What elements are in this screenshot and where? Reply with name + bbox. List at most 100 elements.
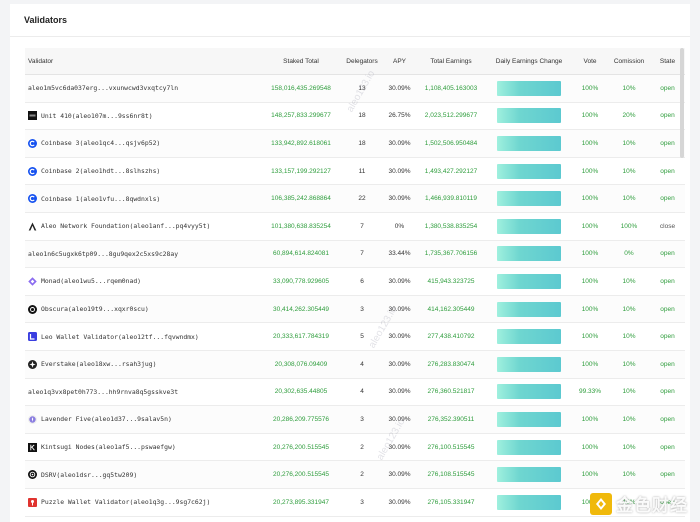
table-row[interactable]: Lavender Five(aleo1d37...9salav5n) 20,28… <box>25 406 685 434</box>
staked-total: 60,894,614.824081 <box>272 250 330 258</box>
table-row[interactable]: Coinbase 2(aleo1hdt...8slhszhs) 133,157,… <box>25 158 685 186</box>
commission-value: 10% <box>622 360 636 368</box>
apy-value: 30.09% <box>388 333 411 341</box>
table-row[interactable]: Leo Wallet Validator(aleo12tf...fqvwndmx… <box>25 323 685 351</box>
validator-cell[interactable]: Obscura(aleo19t9...xqxr0scu) <box>25 304 261 314</box>
col-vote[interactable]: Vote <box>583 57 597 65</box>
validator-cell[interactable]: DSRV(aleo1dsr...gq5tw209) <box>25 470 261 480</box>
daily-earnings-bar <box>497 135 561 151</box>
staked-total: 20,333,617.784319 <box>272 333 330 341</box>
validator-name[interactable]: Puzzle Wallet Validator(aleo1q3g...9sg7c… <box>41 498 211 507</box>
col-daily-earnings-change: Daily Earnings Change <box>495 57 563 65</box>
delegators-count: 5 <box>360 333 364 341</box>
validator-name[interactable]: Everstake(aleo18xw...rsah3jug) <box>41 360 157 369</box>
table-row[interactable]: Kintsugi Nodes(aleo1af5...pswaefgw) 20,2… <box>25 434 685 462</box>
table-row[interactable]: Monad(aleo1wu5...rqem0nad) 33,090,778.92… <box>25 268 685 296</box>
validator-cell[interactable]: Aleo Network Foundation(aleo1anf...pq4vy… <box>25 222 261 231</box>
state-value: open <box>660 471 675 479</box>
col-commission[interactable]: Comission <box>613 57 645 65</box>
commission-value: 10% <box>622 305 636 313</box>
validator-cell[interactable]: Puzzle Wallet Validator(aleo1q3g...9sg7c… <box>25 497 261 507</box>
col-validator[interactable]: Validator <box>28 57 54 65</box>
table-row[interactable]: aleo1n6c5ugxk6tp09...8gu9qex2c5xs9c28ay … <box>25 240 685 269</box>
delegators-count: 4 <box>360 360 364 368</box>
delegators-count: 18 <box>358 112 366 120</box>
validator-cell[interactable]: Leo Wallet Validator(aleo12tf...fqvwndmx… <box>25 332 261 342</box>
table-row[interactable]: aleo1q3vx8pet0h773...hh9rnva8q5gsskve3t … <box>25 379 685 407</box>
validator-cell[interactable]: Coinbase 2(aleo1hdt...8slhszhs) <box>25 166 261 176</box>
total-earnings: 276,360.521817 <box>427 388 475 396</box>
col-total-earnings[interactable]: Total Earnings <box>430 57 472 65</box>
validator-cell[interactable]: Everstake(aleo18xw...rsah3jug) <box>25 359 261 369</box>
col-staked-total[interactable]: Staked Total <box>283 57 319 65</box>
commission-value: 10% <box>622 471 636 479</box>
table-row[interactable]: Coinbase 1(aleo1vfu...8qwdnxls) 106,385,… <box>25 185 685 213</box>
table-row[interactable]: Puzzle Wallet Validator(aleo1q3g...9sg7c… <box>25 489 685 517</box>
vote-value: 100% <box>581 443 599 451</box>
table-header: Validator Staked Total Delegators APY To… <box>25 48 685 75</box>
title-divider <box>10 36 690 37</box>
validator-name[interactable]: aleo1q3vx8pet0h773...hh9rnva8q5gsskve3t <box>28 387 179 396</box>
staked-total: 106,385,242.868864 <box>271 195 331 203</box>
col-delegators[interactable]: Delegators <box>346 57 378 65</box>
apy-value: 30.09% <box>388 167 411 175</box>
validator-name[interactable]: Monad(aleo1wu5...rqem0nad) <box>41 277 142 286</box>
validator-cell[interactable]: Monad(aleo1wu5...rqem0nad) <box>25 277 261 286</box>
validator-name[interactable]: Aleo Network Foundation(aleo1anf...pq4vy… <box>41 222 211 231</box>
daily-earnings-cell <box>486 108 572 124</box>
validator-cell[interactable]: aleo1n6c5ugxk6tp09...8gu9qex2c5xs9c28ay <box>25 250 261 258</box>
validator-cell[interactable]: aleo1m5vc6da037erg...vxunwcwd3vxqtcy7ln <box>25 84 261 92</box>
table-row[interactable]: Aleo Network Foundation(aleo1anf...pq4vy… <box>25 213 685 241</box>
daily-earnings-bar <box>497 80 561 96</box>
commission-value: 10% <box>622 443 636 451</box>
total-earnings: 276,105.331947 <box>427 498 475 506</box>
table-row[interactable]: DSRV(aleo1dsr...gq5tw209) 20,276,200.515… <box>25 461 685 489</box>
state-value: open <box>660 250 675 258</box>
validator-name[interactable]: Lavender Five(aleo1d37...9salav5n) <box>41 415 172 424</box>
commission-value: 10% <box>622 415 636 423</box>
everstake-logo-icon <box>28 359 37 369</box>
col-state[interactable]: State <box>659 57 676 65</box>
validator-name[interactable]: Coinbase 3(aleo1qc4...qsjv6p52) <box>41 139 161 148</box>
commission-value: 20% <box>622 112 636 120</box>
scrollbar[interactable] <box>680 48 684 158</box>
validator-name[interactable]: aleo1m5vc6da037erg...vxunwcwd3vxqtcy7ln <box>28 84 179 93</box>
vote-value: 100% <box>581 305 599 313</box>
table-row[interactable]: Coinbase 3(aleo1qc4...qsjv6p52) 133,942,… <box>25 130 685 158</box>
validator-name[interactable]: DSRV(aleo1dsr...gq5tw209) <box>41 470 138 479</box>
validator-name[interactable]: aleo1n6c5ugxk6tp09...8gu9qex2c5xs9c28ay <box>28 249 179 258</box>
total-earnings: 276,108.515545 <box>427 471 475 479</box>
validator-name[interactable]: Leo Wallet Validator(aleo12tf...fqvwndmx… <box>41 332 199 341</box>
validator-cell[interactable]: Coinbase 1(aleo1vfu...8qwdnxls) <box>25 194 261 204</box>
table-row[interactable]: aleo1m5vc6da037erg...vxunwcwd3vxqtcy7ln … <box>25 75 685 103</box>
validator-cell[interactable]: Lavender Five(aleo1d37...9salav5n) <box>25 414 261 424</box>
table-row[interactable]: Obscura(aleo19t9...xqxr0scu) 30,414,262.… <box>25 295 685 324</box>
total-earnings: 276,283.830474 <box>427 360 475 368</box>
validator-cell[interactable]: Coinbase 3(aleo1qc4...qsjv6p52) <box>25 138 261 148</box>
total-earnings: 276,352.390511 <box>427 415 475 423</box>
table-row[interactable]: Unit 410(aleo107m...9ss6nr8t) 148,257,83… <box>25 103 685 131</box>
validator-name[interactable]: Obscura(aleo19t9...xqxr0scu) <box>41 305 149 314</box>
commission-value: 10% <box>622 333 636 341</box>
total-earnings: 277,438.410792 <box>427 333 475 341</box>
validator-name[interactable]: Coinbase 1(aleo1vfu...8qwdnxls) <box>41 194 161 203</box>
validators-table: Validator Staked Total Delegators APY To… <box>25 48 685 517</box>
validator-cell[interactable]: Unit 410(aleo107m...9ss6nr8t) <box>25 111 261 121</box>
daily-earnings-cell <box>486 411 572 427</box>
validator-cell[interactable]: aleo1q3vx8pet0h773...hh9rnva8q5gsskve3t <box>25 388 261 396</box>
daily-earnings-cell <box>486 467 572 483</box>
state-value: open <box>660 167 675 175</box>
validator-name[interactable]: Kintsugi Nodes(aleo1af5...pswaefgw) <box>41 443 176 452</box>
daily-earnings-bar <box>497 301 561 317</box>
daily-earnings-bar <box>497 218 561 234</box>
col-apy[interactable]: APY <box>392 57 406 65</box>
delegators-count: 6 <box>360 277 364 285</box>
daily-earnings-cell <box>486 246 572 262</box>
validator-cell[interactable]: Kintsugi Nodes(aleo1af5...pswaefgw) <box>25 442 261 452</box>
validator-name[interactable]: Unit 410(aleo107m...9ss6nr8t) <box>41 111 153 120</box>
vote-value: 99.33% <box>578 388 602 396</box>
delegators-count: 2 <box>360 471 364 479</box>
daily-earnings-cell <box>486 494 572 510</box>
validator-name[interactable]: Coinbase 2(aleo1hdt...8slhszhs) <box>41 167 161 176</box>
table-row[interactable]: Everstake(aleo18xw...rsah3jug) 20,308,07… <box>25 350 685 379</box>
